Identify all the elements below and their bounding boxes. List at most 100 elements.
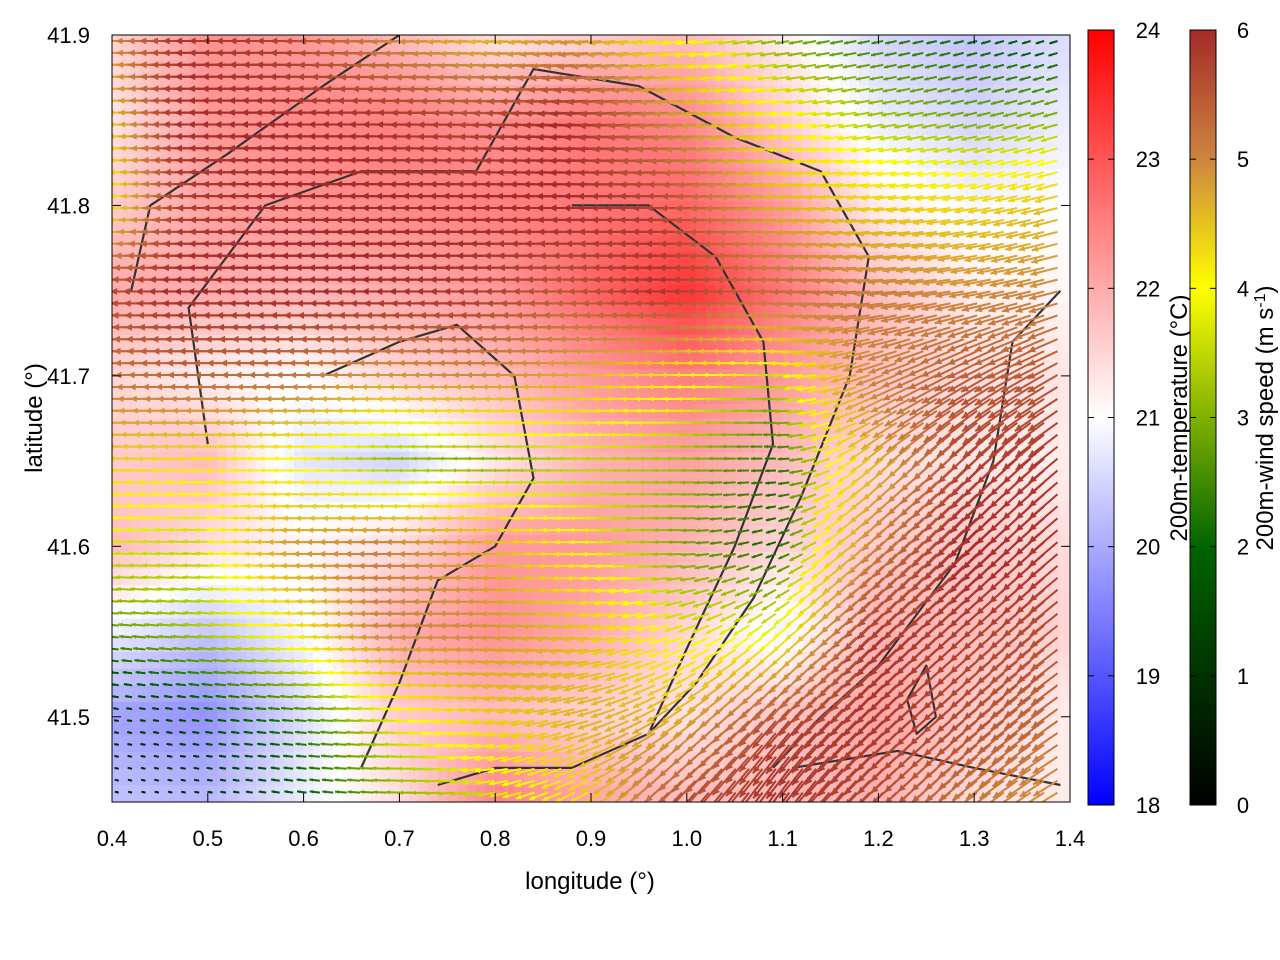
- heatmap-cell: [408, 618, 420, 636]
- heatmap-cell: [466, 735, 477, 753]
- heatmap-cell: [121, 501, 132, 520]
- heatmap-cell: [1031, 535, 1042, 553]
- heatmap-cell: [658, 451, 669, 470]
- heatmap-cell: [993, 635, 1004, 653]
- heatmap-cell: [801, 535, 812, 553]
- heatmap-cell: [974, 151, 985, 169]
- heatmap-cell: [945, 518, 956, 536]
- heatmap-cell: [868, 85, 879, 103]
- heatmap-cell: [495, 685, 506, 703]
- heatmap-cell: [255, 135, 266, 153]
- heatmap-cell: [370, 468, 381, 486]
- heatmap-cell: [150, 451, 161, 470]
- heatmap-cell: [840, 768, 851, 786]
- heatmap-cell: [849, 218, 860, 236]
- heatmap-cell: [303, 435, 314, 453]
- heatmap-cell: [562, 301, 573, 320]
- heatmap-cell: [667, 168, 678, 186]
- heatmap-cell: [859, 535, 870, 553]
- heatmap-cell: [332, 285, 343, 303]
- heatmap-cell: [1050, 585, 1062, 603]
- heatmap-cell: [1012, 585, 1023, 603]
- heatmap-cell: [619, 351, 630, 370]
- heatmap-cell: [418, 218, 429, 236]
- heatmap-cell: [820, 251, 832, 270]
- heatmap-cell: [466, 635, 477, 653]
- heatmap-cell: [294, 418, 305, 436]
- heatmap-cell: [121, 85, 132, 103]
- heatmap-cell: [188, 785, 199, 802]
- heatmap-cell: [955, 468, 966, 486]
- heatmap-cell: [246, 218, 257, 236]
- heatmap-cell: [782, 501, 793, 520]
- heatmap-cell: [361, 601, 372, 620]
- heatmap-cell: [955, 51, 966, 69]
- heatmap-cell: [476, 251, 487, 270]
- heatmap-cell: [619, 635, 630, 653]
- heatmap-cell: [581, 551, 592, 570]
- heatmap-cell: [188, 351, 199, 370]
- heatmap-cell: [811, 618, 822, 636]
- heatmap-cell: [1041, 468, 1052, 486]
- heatmap-cell: [878, 501, 889, 520]
- heatmap-cell: [811, 535, 822, 553]
- heatmap-cell: [887, 618, 899, 636]
- heatmap-cell: [112, 468, 123, 486]
- heatmap-cell: [619, 551, 630, 570]
- heatmap-cell: [351, 368, 362, 386]
- heatmap-cell: [226, 135, 238, 153]
- heatmap-cell: [131, 735, 142, 753]
- heatmap-cell: [236, 285, 247, 303]
- heatmap-cell: [619, 451, 630, 470]
- heatmap-cell: [274, 135, 286, 153]
- heatmap-cell: [380, 218, 391, 236]
- heatmap-cell: [274, 168, 286, 186]
- heatmap-cell: [610, 501, 621, 520]
- heatmap-cell: [974, 51, 985, 69]
- heatmap-cell: [274, 118, 286, 136]
- heatmap-cell: [485, 585, 496, 603]
- heatmap-cell: [878, 568, 889, 586]
- heatmap-cell: [1041, 785, 1052, 802]
- heatmap-cell: [466, 451, 477, 470]
- heatmap-cell: [504, 501, 515, 520]
- heatmap-cell: [303, 535, 314, 553]
- heatmap-cell: [916, 35, 927, 53]
- heatmap-cell: [926, 718, 937, 736]
- heatmap-cell: [859, 318, 870, 336]
- heatmap-cell: [294, 635, 305, 653]
- heatmap-cell: [332, 185, 343, 203]
- heatmap-cell: [265, 285, 276, 303]
- heatmap-cell: [226, 385, 238, 403]
- heatmap-cell: [830, 168, 841, 186]
- heatmap-cell: [294, 118, 305, 136]
- heatmap-cell: [1060, 535, 1070, 553]
- heatmap-cell: [571, 785, 583, 802]
- heatmap-cell: [313, 301, 324, 320]
- heatmap-cell: [294, 201, 305, 220]
- heatmap-cell: [351, 385, 362, 403]
- heatmap-cell: [456, 518, 468, 536]
- heatmap-cell: [466, 685, 477, 703]
- heatmap-cell: [514, 418, 525, 436]
- heatmap-cell: [820, 268, 832, 286]
- heatmap-cell: [638, 268, 650, 286]
- heatmap-cell: [734, 718, 745, 736]
- heatmap-cell: [159, 468, 171, 486]
- heatmap-cell: [1031, 68, 1042, 86]
- heatmap-cell: [1041, 401, 1052, 420]
- heatmap-cell: [294, 351, 305, 370]
- heatmap-cell: [887, 85, 899, 103]
- heatmap-cell: [466, 518, 477, 536]
- heatmap-cell: [207, 668, 218, 686]
- heatmap-cell: [667, 568, 678, 586]
- heatmap-cell: [543, 518, 554, 536]
- heatmap-cell: [782, 135, 793, 153]
- heatmap-cell: [715, 718, 726, 736]
- heatmap-cell: [1041, 168, 1052, 186]
- heatmap-cell: [868, 701, 879, 720]
- heatmap-cell: [294, 268, 305, 286]
- heatmap-cell: [581, 351, 592, 370]
- heatmap-cell: [495, 268, 506, 286]
- heatmap-cell: [849, 268, 860, 286]
